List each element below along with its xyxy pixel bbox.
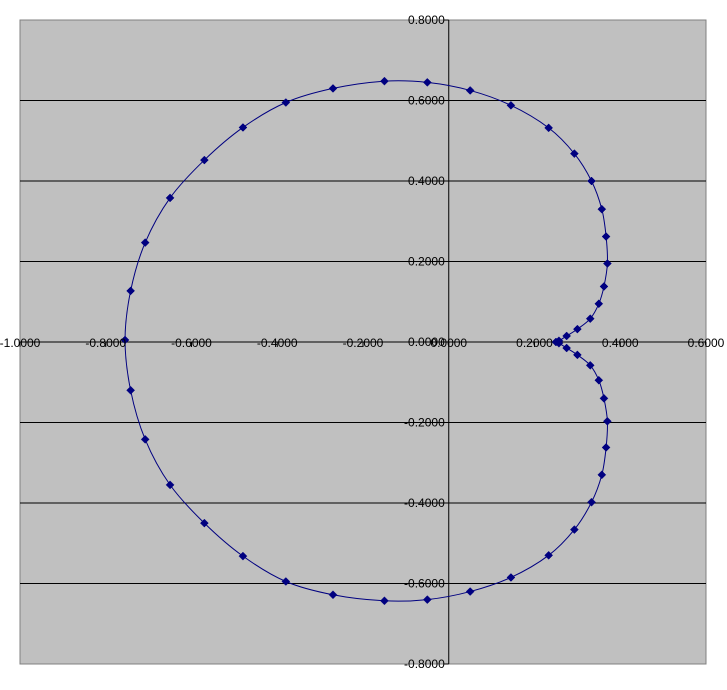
y-tick-label: 0.8000	[408, 13, 445, 27]
data-point-marker	[599, 282, 609, 291]
data-point-marker	[328, 590, 338, 600]
x-tick-label: -1.0000	[0, 336, 41, 350]
data-point-marker	[551, 337, 561, 347]
data-point-marker	[570, 149, 579, 158]
data-point-marker	[422, 595, 432, 604]
data-point-marker	[238, 123, 248, 132]
data-point-marker	[585, 314, 595, 324]
data-point-marker	[126, 385, 135, 395]
x-tick-label: -0.8000	[85, 336, 126, 350]
data-point-marker	[597, 470, 607, 480]
data-point-marker	[562, 343, 572, 353]
y-tick-labels: 0.8000 0.6000 0.4000 0.2000 0.0000 -0.2000 -0.…	[404, 13, 445, 671]
y-tick-label: -0.2000	[404, 416, 445, 430]
data-point-marker	[603, 416, 612, 426]
x-tick-label: 0.2000	[516, 336, 553, 350]
data-point-marker	[544, 123, 554, 133]
data-point-marker	[587, 497, 596, 507]
data-point-marker	[599, 393, 609, 403]
x-tick-label: 0.4000	[602, 336, 639, 350]
data-point-marker	[573, 324, 582, 334]
data-point-marker	[380, 596, 389, 606]
data-point-marker	[422, 78, 432, 87]
x-tick-labels: -1.0000 -0.8000 -0.6000 -0.4000 -0.2000 0.000…	[0, 336, 725, 350]
y-tick-label: -0.4000	[404, 496, 445, 510]
data-point-marker	[328, 84, 338, 93]
data-point-marker	[597, 204, 607, 214]
data-point-marker	[603, 259, 612, 268]
data-point-marker	[200, 518, 209, 528]
data-point-marker	[562, 331, 572, 341]
axes	[19, 19, 707, 665]
data-point-marker	[465, 86, 475, 95]
data-point-marker	[601, 232, 611, 241]
data-point-marker	[570, 525, 579, 534]
data-point-marker	[594, 299, 604, 309]
y-tick-label: 0.6000	[408, 94, 445, 108]
data-point-marker	[165, 193, 175, 203]
data-point-marker	[165, 480, 175, 490]
y-tick-label: 0.4000	[408, 174, 445, 188]
y-tick-label: -0.8000	[404, 657, 445, 671]
data-point-marker	[506, 100, 516, 110]
data-point-marker	[140, 238, 150, 247]
x-tick-label: 0.6000	[688, 336, 725, 350]
data-point-marker	[281, 577, 291, 586]
data-point-marker	[544, 550, 554, 560]
x-tick-label: -0.6000	[171, 336, 212, 350]
series-markers	[120, 76, 612, 606]
data-point-marker	[506, 573, 516, 582]
x-tick-label: 0.0000	[430, 336, 467, 350]
data-point-marker	[140, 435, 150, 444]
data-point-marker	[587, 176, 596, 186]
data-point-marker	[238, 551, 248, 561]
y-tick-label: 0.2000	[408, 255, 445, 269]
data-point-marker	[465, 587, 475, 596]
x-tick-label: -0.2000	[343, 336, 384, 350]
y-tick-label: 0.0000	[408, 335, 445, 349]
data-point-marker	[380, 76, 389, 86]
data-point-marker	[126, 286, 135, 296]
data-point-marker	[281, 98, 291, 107]
y-tick-label: -0.6000	[404, 577, 445, 591]
data-point-marker	[594, 375, 604, 385]
data-point-marker	[601, 443, 611, 452]
data-point-marker	[585, 360, 595, 370]
data-point-marker	[200, 155, 209, 165]
data-point-marker	[573, 350, 582, 360]
x-tick-label: -0.4000	[257, 336, 298, 350]
data-point-marker	[120, 335, 130, 345]
